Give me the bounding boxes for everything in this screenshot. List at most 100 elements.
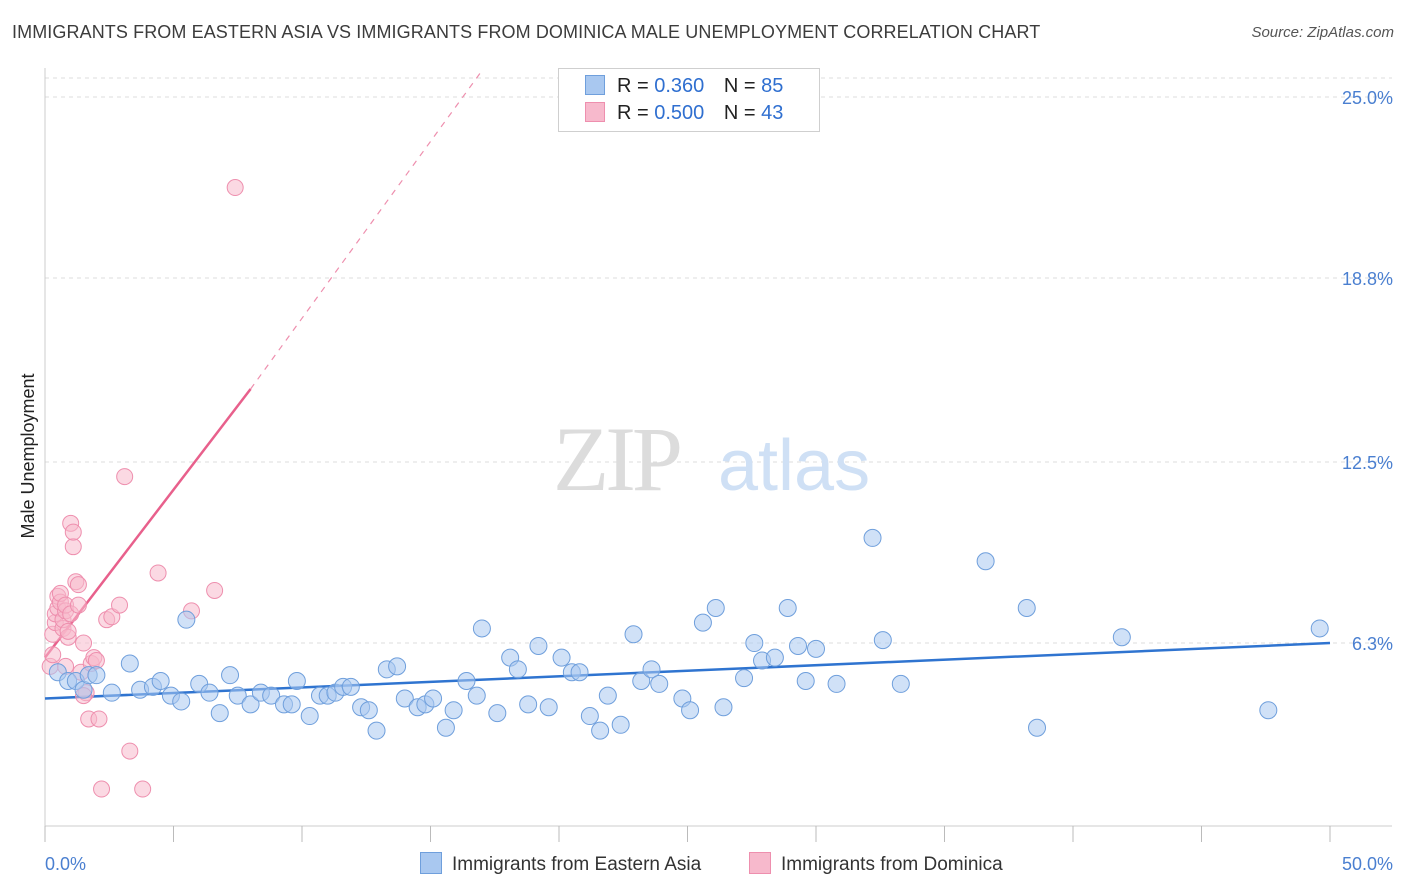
x-tick-label: 0.0% [45,854,86,874]
bottom-legend-label: Immigrants from Dominica [781,854,1003,875]
eastern-asia-point [529,636,548,655]
legend-r-label: R = [617,75,649,97]
eastern-asia-point [807,639,825,658]
eastern-asia-point [796,672,815,690]
legend-n-value: 85 [761,75,784,97]
eastern-asia-point [388,657,407,676]
dominica-point [116,468,134,486]
dominica-point [149,564,167,582]
eastern-asia-points [48,528,1329,740]
dominica-point [69,576,87,594]
eastern-asia-point [570,663,589,682]
eastern-asia-point [632,672,651,690]
eastern-asia-point [611,715,630,734]
dominica-point [226,179,244,197]
eastern-asia-point [457,672,476,690]
eastern-asia-point [976,552,995,571]
axes [44,68,1392,842]
eastern-asia-point [1310,619,1329,638]
eastern-asia-point [598,686,617,705]
legend-swatch-pink [585,102,605,122]
eastern-asia-point [778,599,797,617]
eastern-asia-point [1028,718,1047,737]
eastern-asia-point [552,648,571,667]
bottom-legend-eastern-asia: Immigrants from Eastern Asia [420,852,701,876]
dominica-point [75,634,93,652]
eastern-asia-point [591,721,610,740]
dominica-trend-extension [250,70,483,390]
dominica-point [111,596,129,614]
eastern-asia-point [282,695,301,714]
eastern-asia-point [1259,701,1278,720]
eastern-asia-point [706,599,725,617]
eastern-asia-point [863,528,882,547]
legend-n-value: 43 [761,102,784,124]
eastern-asia-point [341,677,360,696]
eastern-asia-point [765,648,784,667]
eastern-asia-point [508,660,527,679]
watermark-atlas: atlas [718,426,870,506]
eastern-asia-point [221,666,240,685]
y-tick-label: 12.5% [1342,453,1393,473]
eastern-asia-point [789,636,808,655]
eastern-asia-point [436,718,455,737]
eastern-asia-point [287,672,306,690]
eastern-asia-point [693,613,712,632]
bottom-legend-swatch-pink [749,852,771,874]
trend-lines [44,70,1331,700]
eastern-asia-point [642,660,661,679]
eastern-asia-point [735,669,754,688]
eastern-asia-point [172,692,191,711]
eastern-asia-point [367,721,386,740]
dominica-point [59,622,77,640]
y-tick-label: 25.0% [1342,88,1393,108]
eastern-asia-point [891,674,910,693]
dominica-point [121,742,139,760]
dominica-point [134,780,152,798]
legend-row-eastern-asia: R = 0.360 N = 85 [585,75,783,99]
dominica-point [90,710,108,728]
eastern-asia-point [359,701,378,720]
watermark: ZIP atlas [553,408,870,510]
tick-labels: 6.3% 12.5% 18.8% 25.0% 0.0% 50.0% [45,88,1393,874]
x-tick-label: 50.0% [1342,854,1393,874]
eastern-asia-point [87,666,106,685]
eastern-asia-point [262,686,281,705]
watermark-zip: ZIP [553,408,680,510]
eastern-asia-point [200,683,219,702]
eastern-asia-point [210,704,229,723]
eastern-asia-point [714,698,733,717]
correlation-legend: R = 0.360 N = 85 R = 0.500 N = 43 [558,68,820,132]
eastern-asia-point [151,672,170,690]
eastern-asia-point [241,695,260,714]
eastern-asia-point [472,619,491,638]
eastern-asia-point [1017,599,1036,617]
eastern-asia-point [580,707,599,726]
eastern-asia-point [444,701,463,720]
eastern-asia-point [177,610,196,629]
eastern-asia-point [488,704,507,723]
grid-lines [45,77,1392,644]
legend-n-label: N = [723,102,756,124]
bottom-legend-swatch-blue [420,852,442,874]
dominica-point [206,581,224,599]
eastern-asia-point [519,695,538,714]
dominica-points [41,179,244,798]
legend-swatch-blue [585,75,605,95]
y-tick-label: 18.8% [1342,269,1393,289]
dominica-point [64,523,82,541]
bottom-legend-dominica: Immigrants from Dominica [749,852,1003,876]
eastern-asia-point [395,689,414,708]
dominica-point [103,608,121,626]
legend-n-label: N = [723,75,756,97]
eastern-asia-point [424,689,443,708]
dominica-point [44,646,62,664]
legend-r-label: R = [617,102,649,124]
eastern-asia-point [624,625,643,644]
eastern-asia-point [873,631,892,650]
legend-r-value: 0.500 [654,102,705,124]
source-label: Source: ZipAtlas.com [1251,24,1394,41]
y-tick-label: 6.3% [1352,634,1393,654]
eastern-asia-point [467,686,486,705]
eastern-asia-point [681,701,700,720]
